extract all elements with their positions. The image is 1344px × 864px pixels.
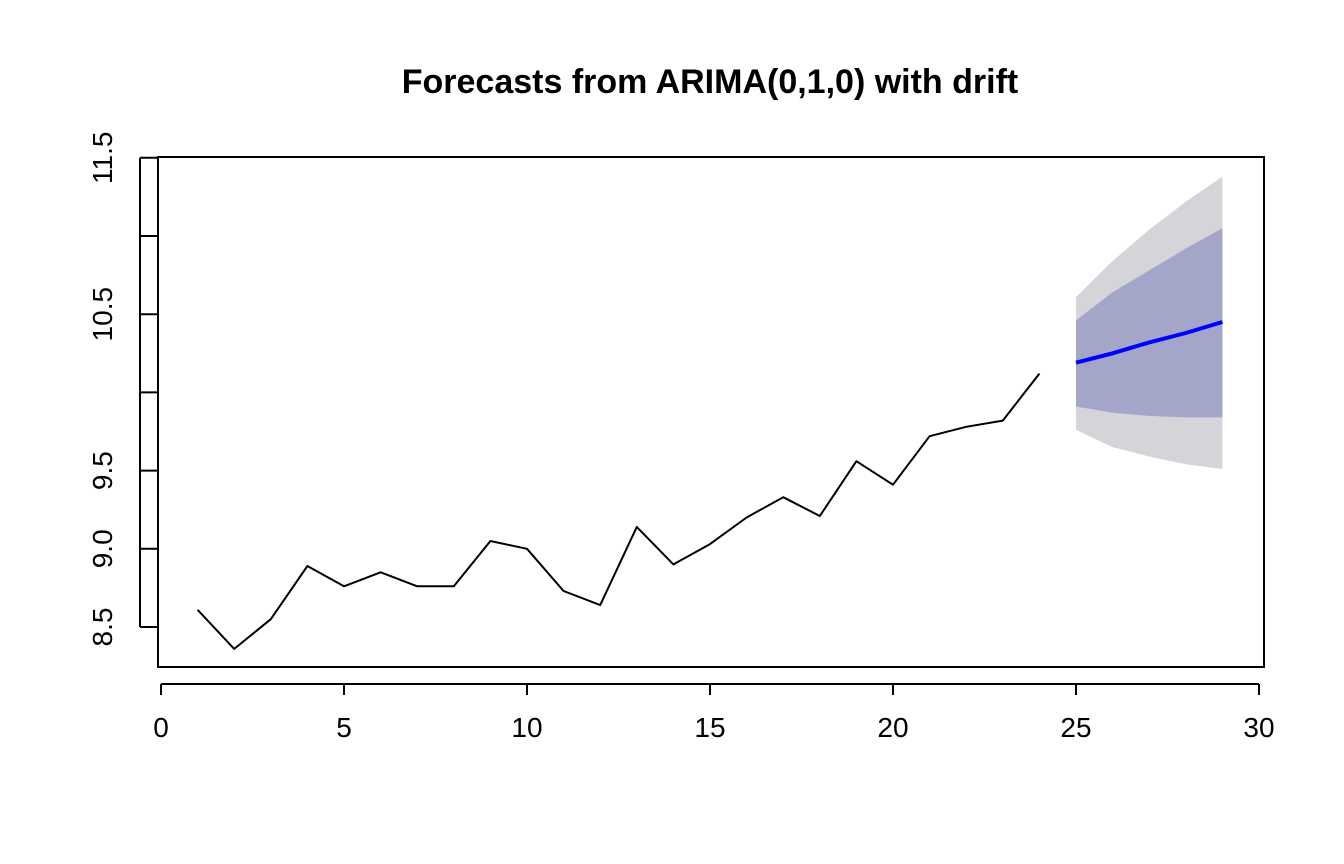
y-tick-label: 8.5	[87, 608, 118, 647]
band-80-interval	[1076, 228, 1223, 418]
x-tick-label: 25	[1060, 712, 1091, 743]
chart-title: Forecasts from ARIMA(0,1,0) with drift	[402, 63, 1018, 101]
x-tick-label: 30	[1243, 712, 1274, 743]
x-tick-label: 20	[877, 712, 908, 743]
y-tick-label: 11.5	[87, 132, 118, 184]
forecast-mean-line	[1075, 320, 1223, 365]
series-lines	[196, 320, 1223, 650]
y-tick-label: 10.5	[87, 287, 118, 342]
x-tick-label: 15	[694, 712, 725, 743]
x-tick-label: 10	[511, 712, 542, 743]
x-tick-label: 0	[153, 712, 169, 743]
x-axis: 0 5 10 15 20 25 30	[153, 683, 1275, 743]
y-axis: 8.5 9.0 9.5 10.5 11.5	[87, 132, 158, 647]
prediction-intervals	[1076, 176, 1223, 469]
y-tick-label: 9.5	[87, 451, 118, 490]
observed-series-line	[196, 372, 1041, 650]
plot-frame	[157, 156, 1265, 668]
x-tick-label: 5	[336, 712, 352, 743]
y-tick-label: 9.0	[87, 529, 118, 568]
